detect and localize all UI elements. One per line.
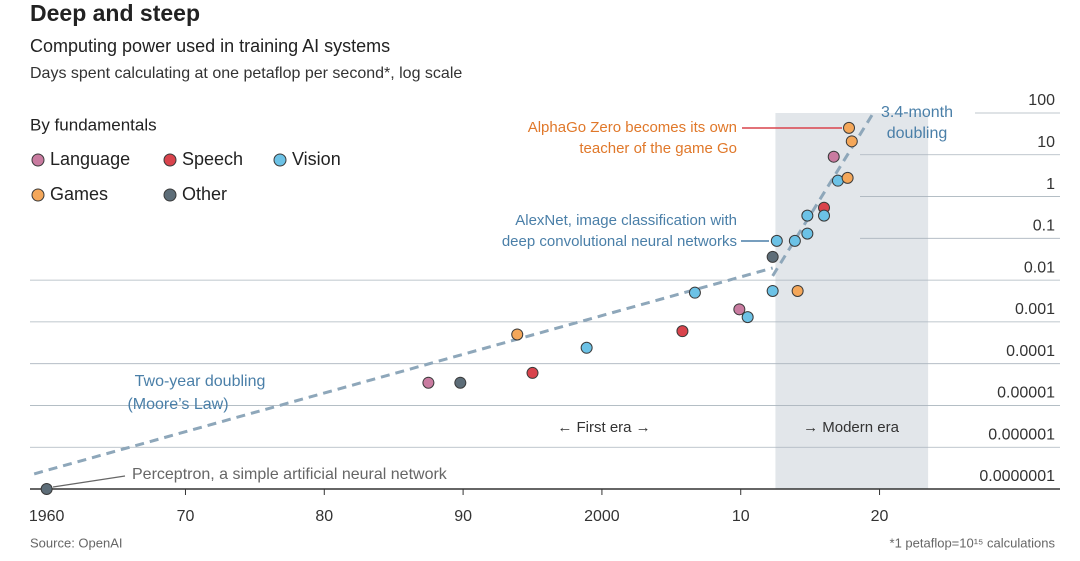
legend-label: Vision	[292, 149, 341, 169]
legend-title: By fundamentals	[30, 115, 157, 134]
y-axis-label: Days spent calculating at one petaflop p…	[30, 65, 462, 82]
legend-label: Games	[50, 184, 108, 204]
y-tick-label: 0.0001	[1006, 343, 1055, 360]
trend-line	[33, 266, 774, 476]
marks-layer: 0.0000001 0.000001 0.00001 0.0001 0.001 0.01 0…	[29, 92, 1060, 525]
y-tick-label: 1	[1046, 176, 1055, 193]
annotation: → Modern era	[803, 419, 900, 436]
annotation: teacher of the game Go	[579, 140, 737, 157]
data-point	[766, 284, 779, 297]
x-tick-label: 10	[732, 508, 750, 525]
annotation: AlphaGo Zero becomes its own	[528, 119, 737, 136]
data-point	[845, 135, 858, 148]
chart-title: Deep and steep	[30, 0, 200, 26]
data-point	[841, 171, 854, 184]
x-tick-label: 90	[454, 508, 472, 525]
data-point	[791, 284, 804, 297]
annotation: AlexNet, image classification with	[515, 212, 737, 229]
data-point	[688, 286, 701, 299]
legend-label: Other	[182, 184, 227, 204]
annotation: Two-year doubling	[135, 373, 266, 390]
legend-swatch	[273, 153, 287, 167]
x-tick-label: 1960	[29, 508, 65, 525]
data-point	[40, 483, 53, 495]
chart-subtitle: Computing power used in training AI syst…	[30, 36, 390, 56]
data-point	[801, 209, 814, 222]
data-point	[741, 311, 754, 324]
x-tick-label: 2000	[584, 508, 620, 525]
leader-line	[52, 475, 126, 488]
y-tick-label: 0.001	[1015, 301, 1055, 318]
footnote: *1 petaflop=10¹⁵ calculations	[890, 535, 1056, 550]
trend-line	[771, 112, 875, 277]
legend-swatch	[31, 153, 45, 167]
y-tick-label: 0.01	[1024, 259, 1055, 276]
data-point	[766, 250, 779, 263]
annotation: 3.4-month	[881, 104, 953, 121]
data-point	[511, 328, 524, 341]
data-point	[827, 150, 840, 163]
data-point	[788, 234, 801, 247]
y-tick-label: 0.00001	[997, 385, 1055, 402]
source: Source: OpenAI	[30, 535, 123, 550]
annotation: ← First era →	[557, 419, 650, 436]
data-point	[676, 325, 689, 338]
legend-swatch	[163, 188, 177, 202]
annotation: doubling	[887, 125, 948, 142]
data-point	[422, 376, 435, 389]
data-point	[454, 376, 467, 389]
legend: Language Speech Vision Games Other	[31, 149, 341, 204]
legend-swatch	[31, 188, 45, 202]
data-point	[818, 209, 831, 222]
x-tick-label: 70	[177, 508, 195, 525]
y-tick-label: 10	[1037, 134, 1055, 151]
data-point	[526, 366, 539, 379]
y-tick-label: 100	[1028, 92, 1055, 109]
y-tick-label: 0.000001	[988, 426, 1055, 443]
data-point	[770, 234, 783, 247]
x-tick-label: 20	[871, 508, 889, 525]
legend-label: Language	[50, 149, 130, 169]
annotation: Perceptron, a simple artificial neural n…	[132, 466, 448, 483]
y-tick-label: 0.1	[1033, 218, 1055, 235]
data-point	[843, 121, 856, 134]
data-point	[580, 341, 593, 354]
x-tick-label: 80	[315, 508, 333, 525]
y-tick-label: 0.0000001	[979, 468, 1055, 485]
annotation: (Moore’s Law)	[127, 396, 228, 413]
annotation: deep convolutional neural networks	[502, 233, 737, 250]
legend-swatch	[163, 153, 177, 167]
legend-label: Speech	[182, 149, 243, 169]
data-point	[801, 227, 814, 240]
data-point	[733, 303, 746, 316]
